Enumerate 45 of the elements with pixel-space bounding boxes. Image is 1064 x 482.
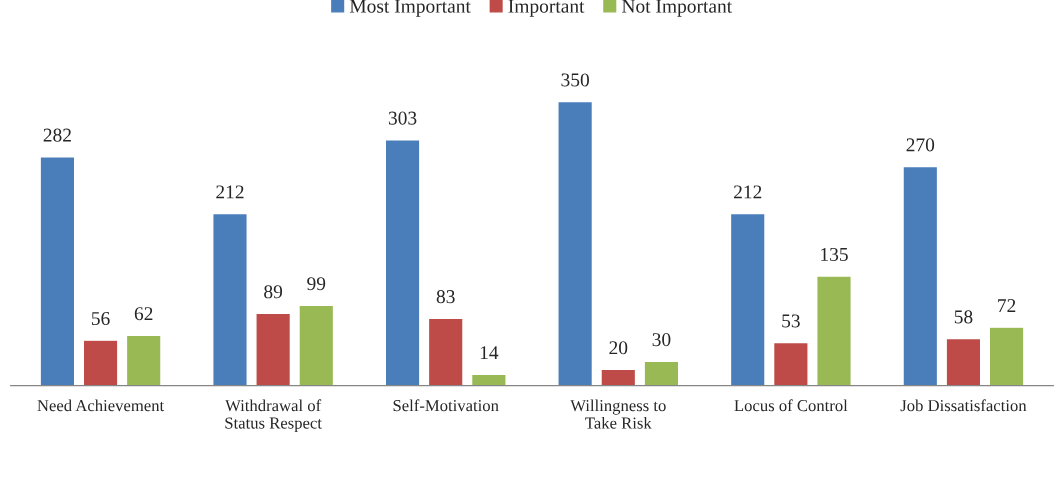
data-label: 20 [609, 341, 628, 355]
bar [902, 165, 939, 386]
x-tick-label: Locus of Control [734, 399, 848, 412]
data-label: 58 [954, 310, 973, 324]
data-label: 53 [782, 314, 800, 328]
bar [298, 304, 335, 386]
bar [39, 156, 76, 386]
legend-label: Not Important [622, 0, 733, 17]
x-tick-label: Self-Motivation [393, 399, 499, 412]
data-label: 56 [91, 312, 110, 326]
data-label: 212 [216, 185, 244, 199]
data-label: 62 [134, 307, 153, 321]
data-label: 270 [906, 138, 935, 152]
x-tick-label: Withdrawal of Status Respect [225, 399, 322, 433]
x-tick-label: Need Achievement [37, 399, 165, 412]
bar [772, 341, 809, 386]
bar [729, 212, 766, 386]
bar [82, 339, 119, 386]
data-label: 135 [821, 247, 848, 261]
bar [470, 373, 507, 386]
bar [384, 139, 421, 386]
data-label: 212 [733, 185, 762, 199]
x-tick-label: Willingness to Take Risk [570, 399, 666, 429]
data-label: 282 [43, 128, 71, 142]
bar [945, 337, 982, 386]
bar [643, 360, 680, 386]
bar [816, 275, 852, 386]
bar [427, 317, 464, 386]
data-label: 99 [307, 277, 326, 291]
bar [125, 334, 162, 386]
data-label: 89 [264, 285, 283, 299]
data-label: 350 [561, 73, 589, 87]
legend-label: Important [508, 0, 585, 17]
data-label: 30 [652, 333, 671, 347]
data-label: 72 [998, 299, 1016, 312]
data-label: 14 [480, 346, 499, 359]
bar [255, 312, 292, 386]
bar [988, 326, 1025, 386]
x-tick-label: Job Dissatisfaction [900, 399, 1027, 412]
legend-label: Most Important [349, 0, 471, 17]
data-label: 303 [388, 111, 417, 125]
data-label: 83 [436, 290, 455, 304]
bar [600, 368, 637, 386]
bar [212, 212, 248, 386]
bar [557, 100, 594, 386]
